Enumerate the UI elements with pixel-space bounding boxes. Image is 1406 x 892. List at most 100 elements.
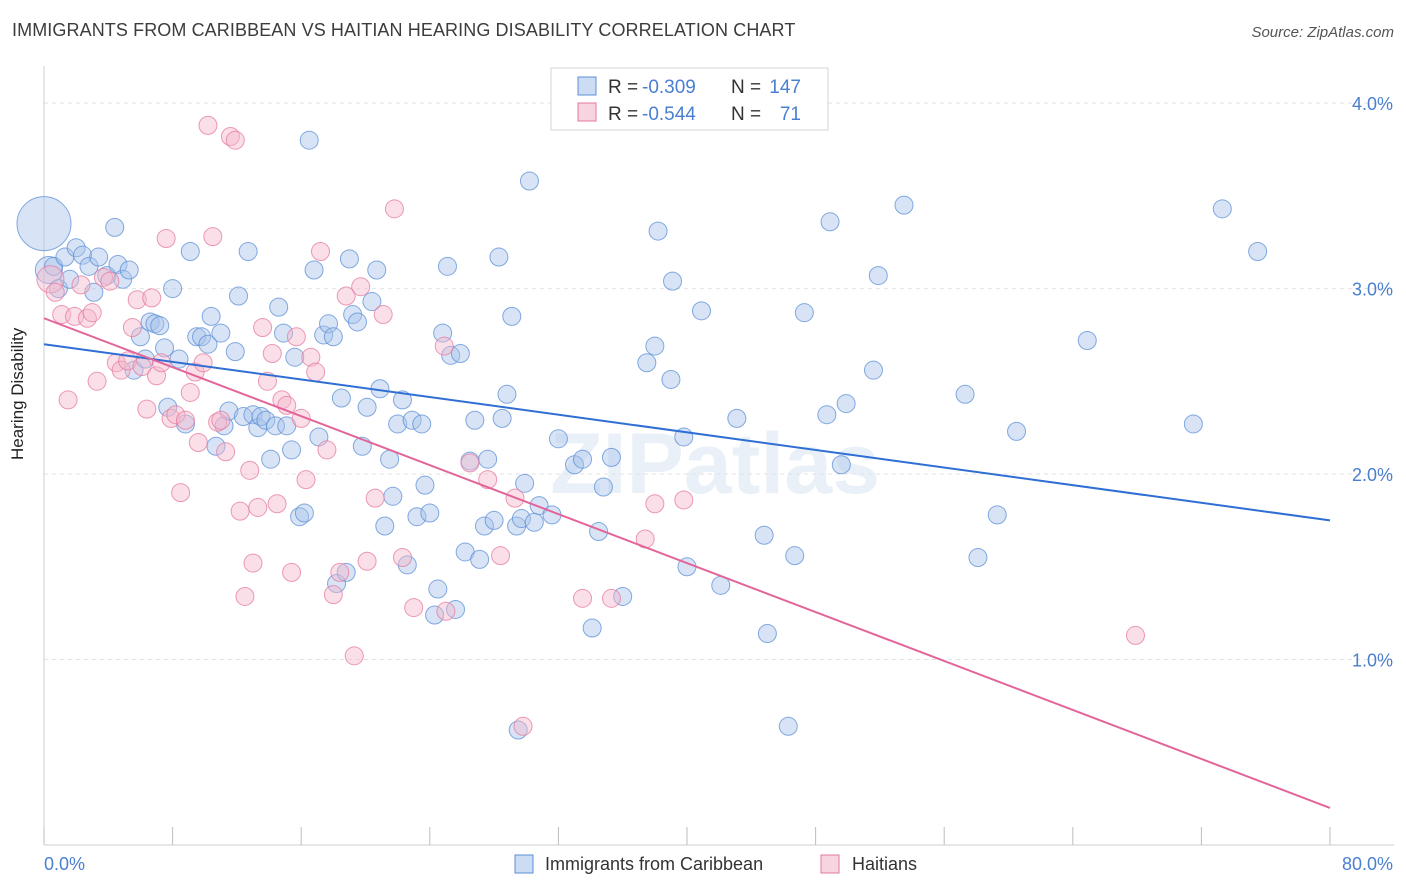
haitian-point-73 [573, 588, 593, 608]
series-legend-swatch-caribbean [514, 854, 534, 874]
legend-n-label-2: N = [731, 104, 761, 125]
caribbean-point-50 [282, 440, 302, 460]
haitian-point-45 [262, 343, 282, 363]
caribbean-point-11 [89, 247, 109, 267]
caribbean-point-46 [265, 416, 285, 436]
y-tick-label-2: 2.0% [1352, 465, 1393, 485]
haitian-point-39 [235, 586, 255, 606]
caribbean-point-113 [601, 447, 621, 467]
caribbean-point-95 [484, 510, 504, 530]
x-tick-label-start: 0.0% [44, 854, 85, 874]
caribbean-point-80 [415, 475, 435, 495]
haitian-point-49 [282, 562, 302, 582]
haitian-point-42 [248, 497, 268, 517]
caribbean-point-29 [187, 327, 207, 347]
haitian-point-53 [301, 347, 321, 367]
series-haitians-points [36, 115, 1145, 736]
y-tick-label-1: 1.0% [1352, 651, 1393, 671]
caribbean-point-28 [180, 241, 200, 261]
caribbean-point-55 [304, 260, 324, 280]
caribbean-point-7 [66, 238, 86, 258]
caribbean-point-22 [150, 316, 170, 336]
caribbean-point-65 [347, 312, 367, 332]
caribbean-point-44 [256, 410, 276, 430]
haitian-point-24 [166, 405, 186, 425]
source-label: Source: ZipAtlas.com [1251, 24, 1394, 41]
caribbean-point-101 [511, 509, 531, 529]
haitian-point-46 [267, 494, 287, 514]
haitian-point-8 [82, 303, 102, 323]
haitian-point-16 [127, 290, 147, 310]
haitian-point-40 [240, 460, 260, 480]
legend-r-label-1: R = [608, 77, 638, 98]
haitian-point-35 [216, 442, 236, 462]
watermark: ZIPatlas [550, 416, 880, 512]
caribbean-point-119 [663, 271, 683, 291]
caribbean-point-96 [489, 247, 509, 267]
haitian-point-70 [478, 470, 498, 490]
haitian-point-41 [243, 553, 263, 573]
chart-title: IMMIGRANTS FROM CARIBBEAN VS HAITIAN HEA… [12, 20, 796, 40]
caribbean-point-133 [836, 394, 856, 414]
series-legend-swatch-haitians [820, 854, 840, 874]
caribbean-point-53 [294, 503, 314, 523]
caribbean-point-97 [492, 408, 512, 428]
caribbean-point-115 [637, 353, 657, 373]
haitian-point-79 [513, 716, 533, 736]
caribbean-point-137 [955, 384, 975, 404]
haitian-point-68 [434, 336, 454, 356]
haitian-point-1 [36, 265, 65, 294]
haitian-point-58 [330, 562, 350, 582]
haitian-point-13 [111, 360, 131, 380]
haitian-point-64 [373, 305, 393, 325]
caribbean-point-126 [757, 624, 777, 644]
haitian-point-62 [357, 551, 377, 571]
haitian-point-19 [142, 288, 162, 308]
caribbean-point-135 [868, 266, 888, 286]
caribbean-point-48 [274, 323, 294, 343]
caribbean-point-59 [323, 327, 343, 347]
caribbean-point-103 [519, 171, 539, 191]
caribbean-point-75 [392, 390, 412, 410]
caribbean-point-87 [446, 599, 466, 619]
series-legend-label-caribbean: Immigrants from Caribbean [545, 854, 763, 874]
haitian-point-6 [71, 275, 91, 295]
haitian-point-4 [58, 390, 78, 410]
haitian-point-9 [87, 371, 107, 391]
caribbean-point-38 [229, 286, 249, 306]
caribbean-point-23 [155, 338, 175, 358]
caribbean-point-83 [428, 579, 448, 599]
haitian-point-22 [156, 228, 176, 248]
caribbean-point-125 [754, 525, 774, 545]
caribbean-point-127 [778, 716, 798, 736]
caribbean-point-98 [497, 384, 517, 404]
caribbean-point-25 [163, 279, 183, 299]
haitian-point-33 [208, 412, 228, 432]
caribbean-point-132 [831, 455, 851, 475]
caribbean-point-16 [119, 260, 139, 280]
haitian-point-60 [344, 646, 364, 666]
haitian-point-55 [310, 241, 330, 261]
caribbean-point-54 [299, 130, 319, 150]
haitian-point-80 [436, 601, 456, 621]
haitian-point-11 [100, 271, 120, 291]
caribbean-point-128 [785, 546, 805, 566]
caribbean-point-35 [214, 416, 234, 436]
legend-r-label-2: R = [608, 104, 638, 125]
haitian-point-66 [392, 548, 412, 568]
haitian-point-25 [171, 483, 191, 503]
haitian-point-44 [257, 371, 277, 391]
legend-swatch-pink [577, 102, 597, 122]
caribbean-point-139 [987, 505, 1007, 525]
caribbean-point-8 [73, 245, 93, 265]
haitian-point-34 [211, 410, 231, 430]
caribbean-point-1 [16, 196, 72, 252]
axes [43, 66, 1394, 846]
haitian-point-18 [137, 399, 157, 419]
caribbean-point-30 [192, 327, 212, 347]
series-legend: Immigrants from Caribbean Haitians [514, 854, 917, 874]
caribbean-point-94 [478, 449, 498, 469]
stats-legend-box [550, 67, 829, 131]
caribbean-point-47 [269, 297, 289, 317]
